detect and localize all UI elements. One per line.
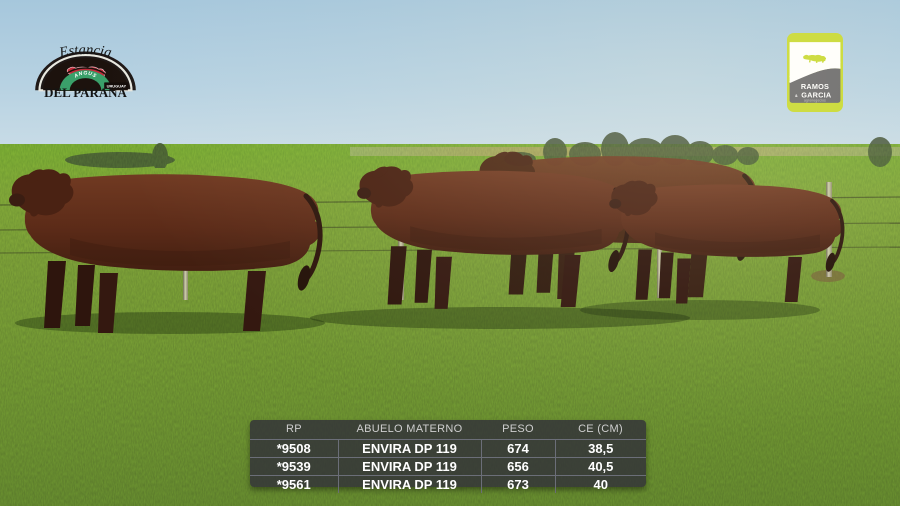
svg-text:GARCIA: GARCIA (801, 90, 832, 99)
svg-text:DEL PARANA: DEL PARANA (44, 85, 127, 100)
svg-text:RAMOS: RAMOS (801, 82, 829, 91)
svg-text:agronegocios: agronegocios (804, 99, 826, 103)
